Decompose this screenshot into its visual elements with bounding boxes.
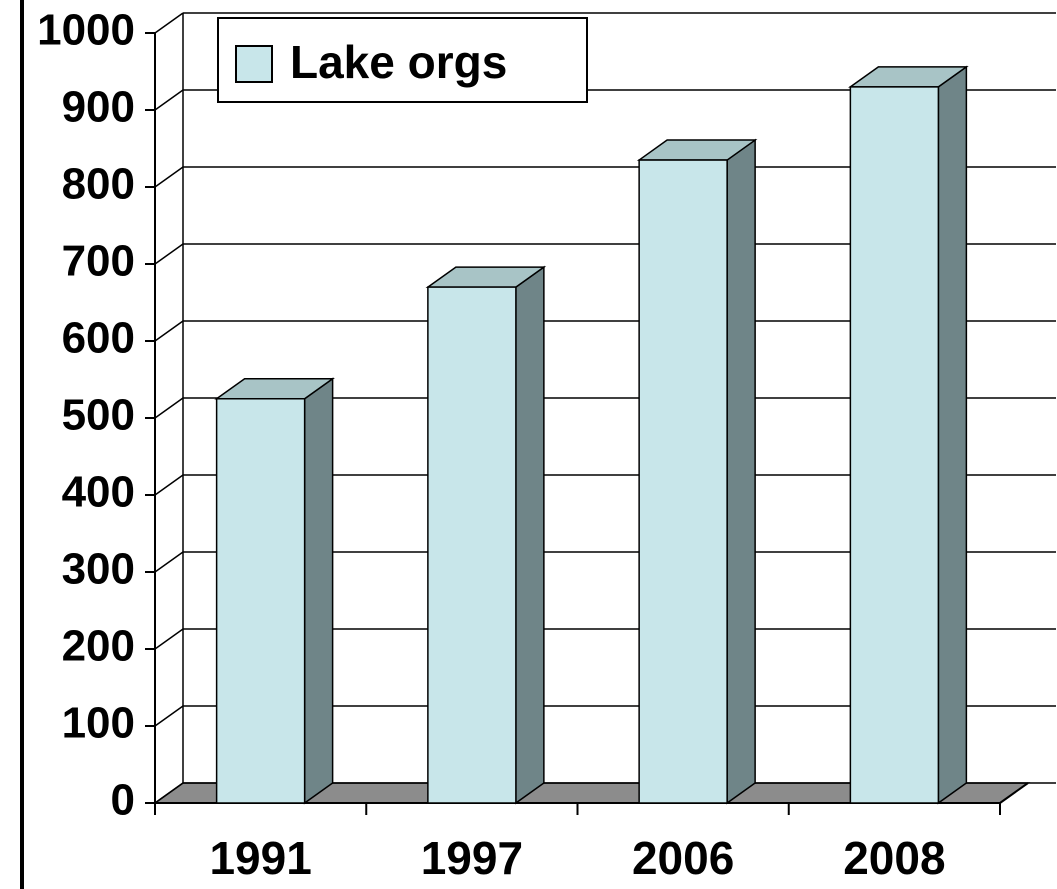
y-tick-label: 0	[111, 776, 135, 825]
bar-side	[937, 65, 968, 805]
y-tick-label: 600	[62, 314, 135, 363]
grid-line	[154, 782, 184, 804]
grid-line	[154, 12, 184, 34]
x-tick-label: 2006	[632, 832, 734, 884]
y-tick-label: 400	[62, 468, 135, 517]
y-tick-label: 100	[62, 699, 135, 748]
bar	[427, 286, 517, 804]
legend-box	[217, 17, 588, 103]
y-tick-label: 800	[62, 160, 135, 209]
legend-label: Lake orgs	[290, 36, 507, 88]
x-axis-depth	[999, 782, 1029, 804]
bar	[638, 159, 728, 804]
grid-line	[154, 89, 184, 111]
grid-line	[154, 551, 184, 573]
grid-line	[154, 166, 184, 188]
grid-line	[154, 243, 184, 265]
grid-line	[154, 705, 184, 727]
y-tick-label: 700	[62, 237, 135, 286]
y-tick-label: 300	[62, 545, 135, 594]
y-tick-label: 200	[62, 622, 135, 671]
y-tick-label: 1000	[37, 6, 135, 55]
bar-side	[726, 138, 756, 805]
grid-line	[154, 628, 184, 650]
bar	[849, 86, 940, 804]
x-tick-label: 1997	[421, 832, 523, 884]
y-tick-label: 500	[62, 391, 135, 440]
grid-line	[154, 320, 184, 342]
x-tick-label: 2008	[843, 832, 945, 884]
bar	[215, 398, 306, 804]
grid-line	[154, 397, 184, 419]
y-tick-label: 900	[62, 83, 135, 132]
x-tick-label: 1991	[209, 832, 311, 884]
legend-swatch	[235, 45, 273, 83]
bar-side	[303, 377, 334, 805]
bar-side	[515, 265, 545, 805]
grid-line	[154, 474, 184, 496]
